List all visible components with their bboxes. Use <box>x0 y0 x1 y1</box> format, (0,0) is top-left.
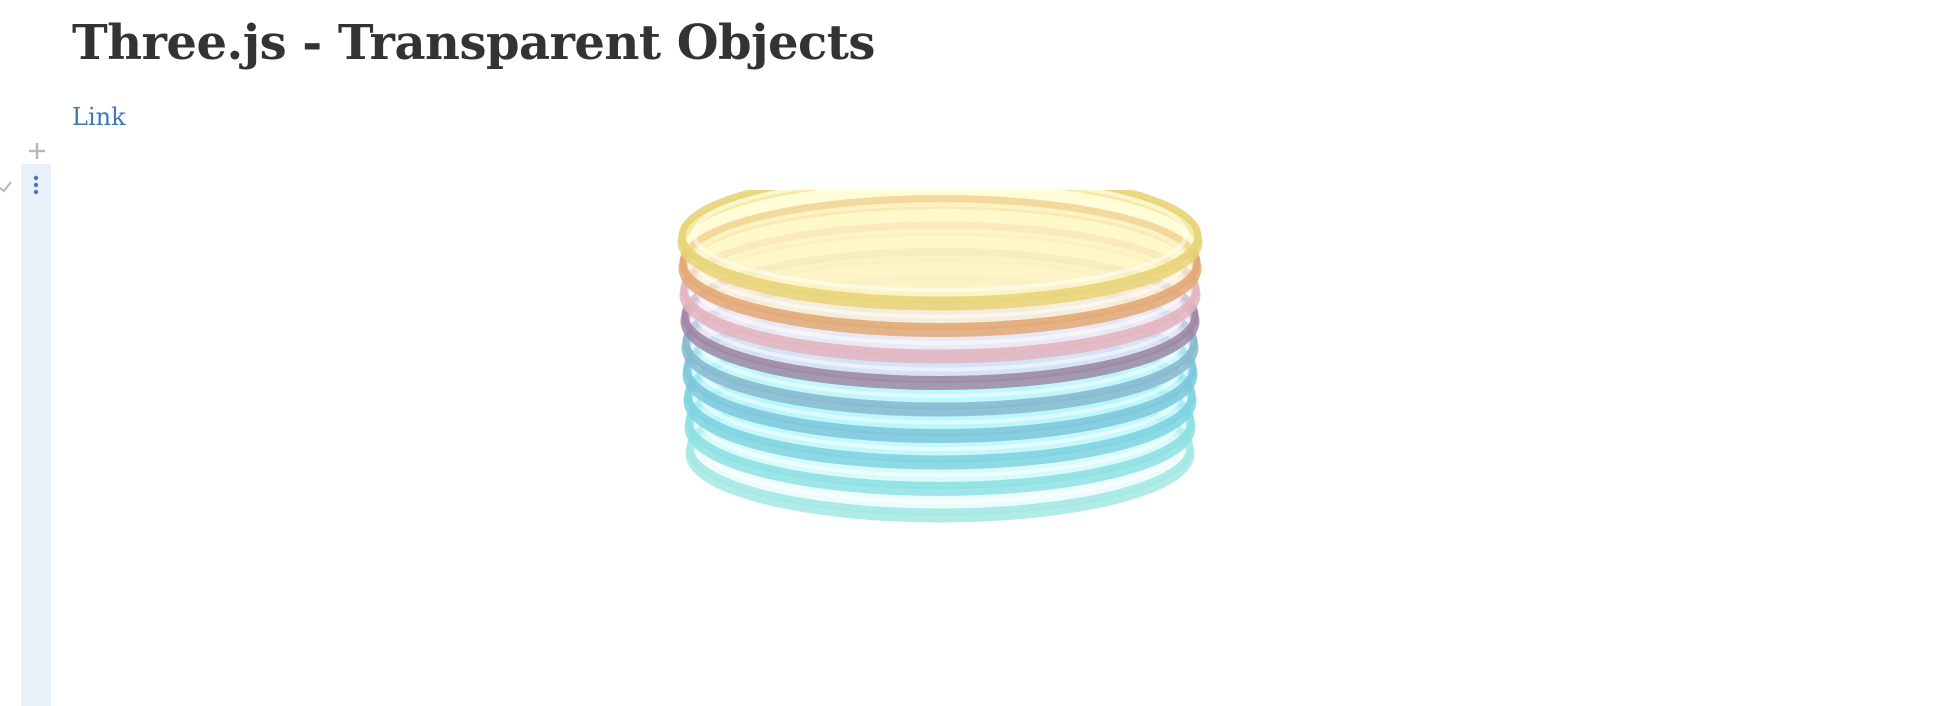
page-title: Three.js - Transparent Objects <box>72 15 875 71</box>
disc-face-9 <box>678 168 1202 304</box>
cell-selection-bar[interactable] <box>21 164 51 706</box>
plus-icon <box>29 143 45 159</box>
cell-menu-button[interactable] <box>21 170 51 202</box>
cell-status <box>0 178 14 194</box>
vertical-dots-icon <box>33 175 39 195</box>
threejs-canvas[interactable] <box>660 168 1220 560</box>
add-cell-button[interactable] <box>24 138 50 164</box>
transparent-discs-render <box>677 168 1203 523</box>
disc-9 <box>677 168 1203 311</box>
link[interactable]: Link <box>72 103 126 131</box>
check-icon <box>0 181 12 193</box>
